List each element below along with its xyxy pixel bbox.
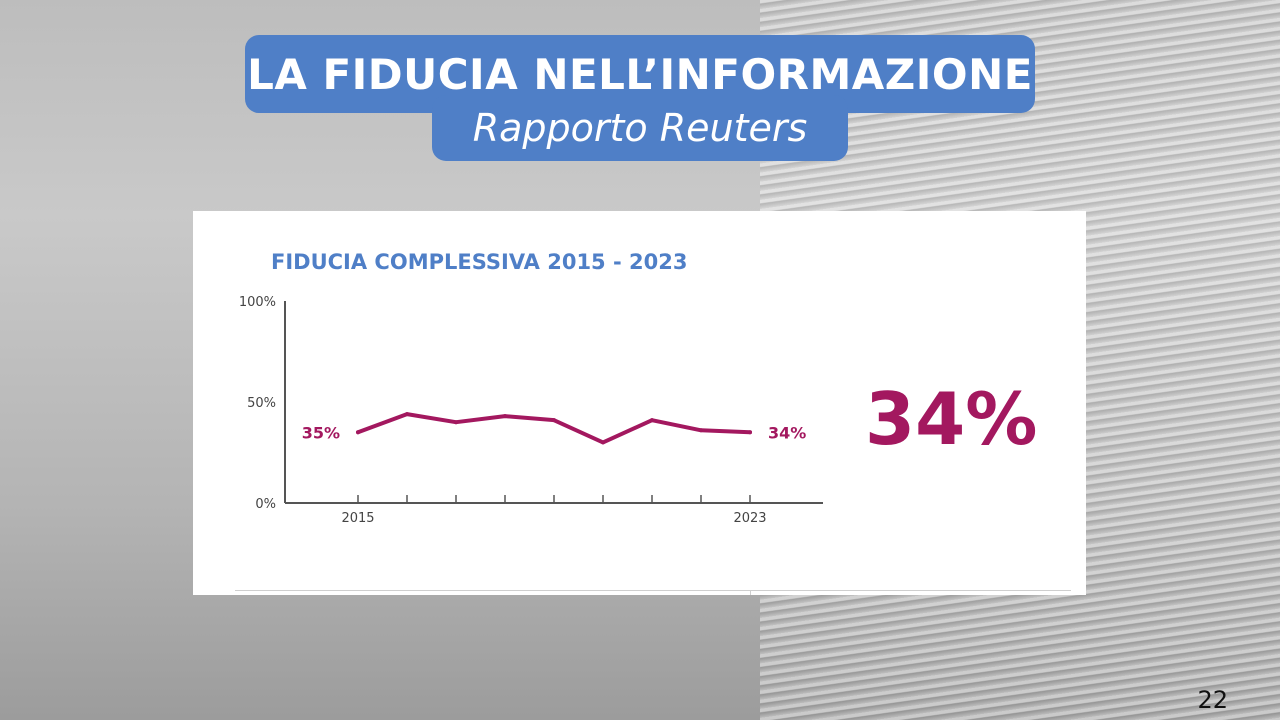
y-tick-label: 50% — [247, 396, 276, 411]
data-point — [552, 418, 556, 423]
panel-divider — [235, 590, 1071, 591]
highlight-value: 34% — [865, 377, 1037, 461]
chart-title: FIDUCIA COMPLESSIVA 2015 - 2023 — [271, 250, 687, 274]
data-label: 34% — [768, 423, 806, 442]
data-point — [748, 430, 752, 435]
slide-title: LA FIDUCIA NELL’INFORMAZIONE — [247, 49, 1033, 99]
data-point — [405, 412, 409, 417]
x-tick-label: 2023 — [733, 511, 766, 526]
subtitle-banner: Rapporto Reuters — [432, 95, 848, 161]
data-point — [699, 428, 703, 433]
data-point — [356, 430, 360, 435]
y-tick-label: 100% — [239, 295, 276, 310]
page-number: 22 — [1197, 686, 1228, 714]
x-tick-label: 2015 — [341, 511, 374, 526]
data-point — [650, 418, 654, 423]
data-point — [601, 440, 605, 445]
y-tick-label: 0% — [255, 497, 276, 512]
data-point — [503, 414, 507, 419]
title-banner: LA FIDUCIA NELL’INFORMAZIONE — [245, 35, 1035, 113]
line-chart: FIDUCIA COMPLESSIVA 2015 - 2023 0% 50% 100… — [239, 250, 1038, 526]
slide-subtitle: Rapporto Reuters — [472, 106, 808, 150]
chart-panel: FIDUCIA COMPLESSIVA 2015 - 2023 0% 50% 100… — [193, 211, 1086, 595]
data-label: 35% — [302, 423, 340, 442]
panel-divider-tick — [750, 590, 751, 595]
data-point — [454, 420, 458, 425]
